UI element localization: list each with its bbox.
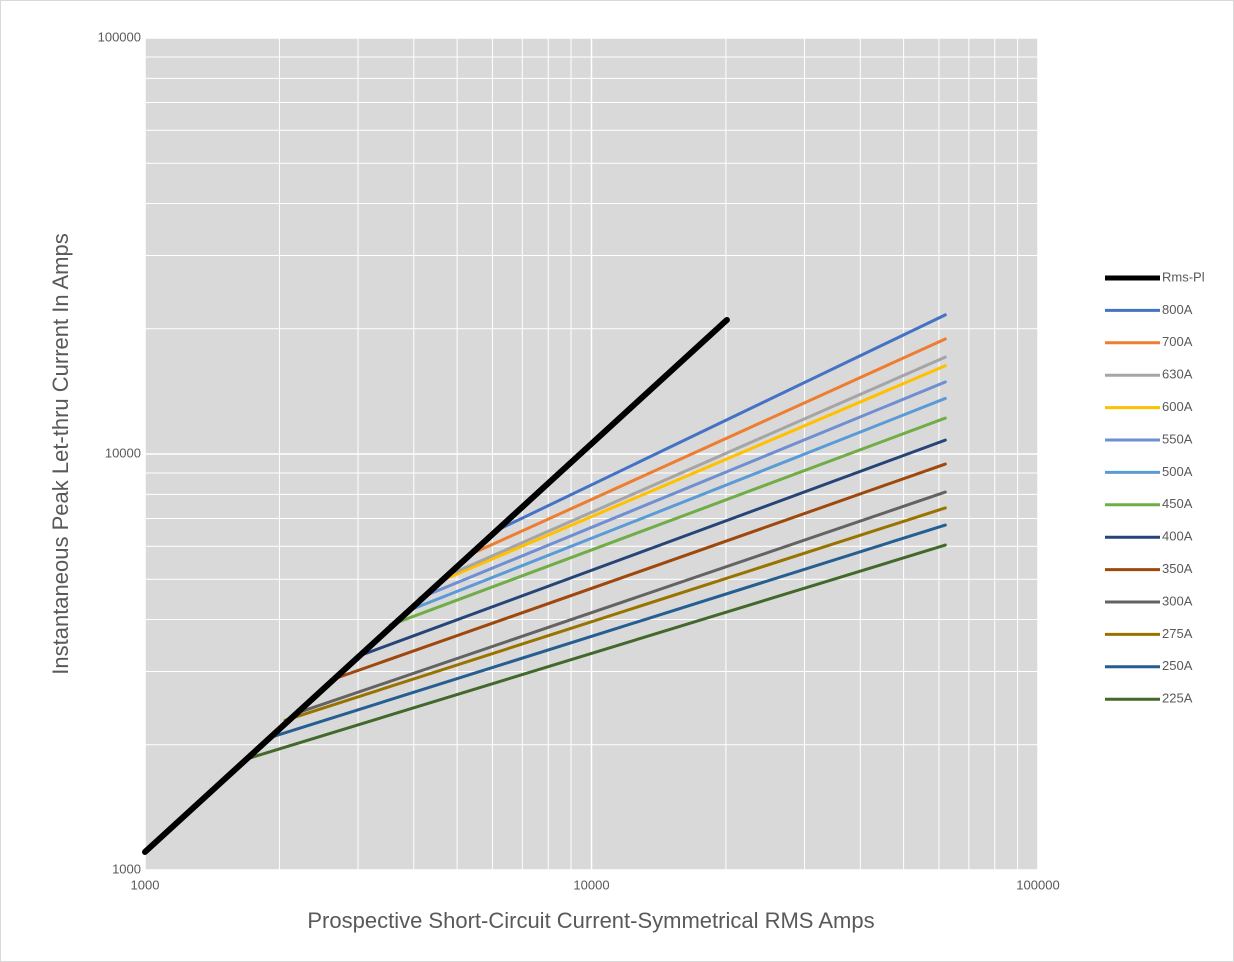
x-tick-label: 100000 [1016,877,1059,892]
x-tick-label: 10000 [573,877,609,892]
series-line [418,380,947,600]
series-line [495,313,947,532]
series-line [142,316,730,855]
series-line [283,506,947,722]
legend-label: 450A [1162,496,1193,511]
series-line [299,490,947,714]
series-line [388,416,947,627]
legend-label: Rms-Pl [1162,269,1205,284]
series-line [453,355,947,574]
series-line [267,523,947,740]
legend-label: 630A [1162,367,1193,382]
series-line [441,364,947,582]
legend-label: 700A [1162,334,1193,349]
y-axis-title: Instantaneous Peak Let-thru Current In A… [48,233,73,674]
legend-label: 550A [1162,431,1193,446]
y-tick-label: 100000 [98,29,141,44]
x-axis-title: Prospective Short-Circuit Current-Symmet… [307,908,874,933]
legend-label: 500A [1162,464,1193,479]
legend-label: 300A [1162,593,1193,608]
series-line [248,543,947,760]
legend-label: 275A [1162,626,1193,641]
legend-label: 800A [1162,302,1193,317]
y-tick-label: 1000 [112,861,141,876]
series-line [471,337,947,555]
legend-label: 225A [1162,691,1193,706]
legend-label: 250A [1162,658,1193,673]
grid [144,37,1039,871]
y-tick-label: 10000 [105,445,141,460]
legend-label: 600A [1162,399,1193,414]
series-line [360,438,947,657]
legend-label: 350A [1162,561,1193,576]
labels: 1000 10000 100000 1000 10000 100000 225A 250A 27… [98,29,1205,892]
x-tick-label: 1000 [131,877,160,892]
legend-label: 400A [1162,529,1193,544]
series-line [403,396,947,614]
series-lines [142,313,947,855]
series-line [336,462,947,680]
